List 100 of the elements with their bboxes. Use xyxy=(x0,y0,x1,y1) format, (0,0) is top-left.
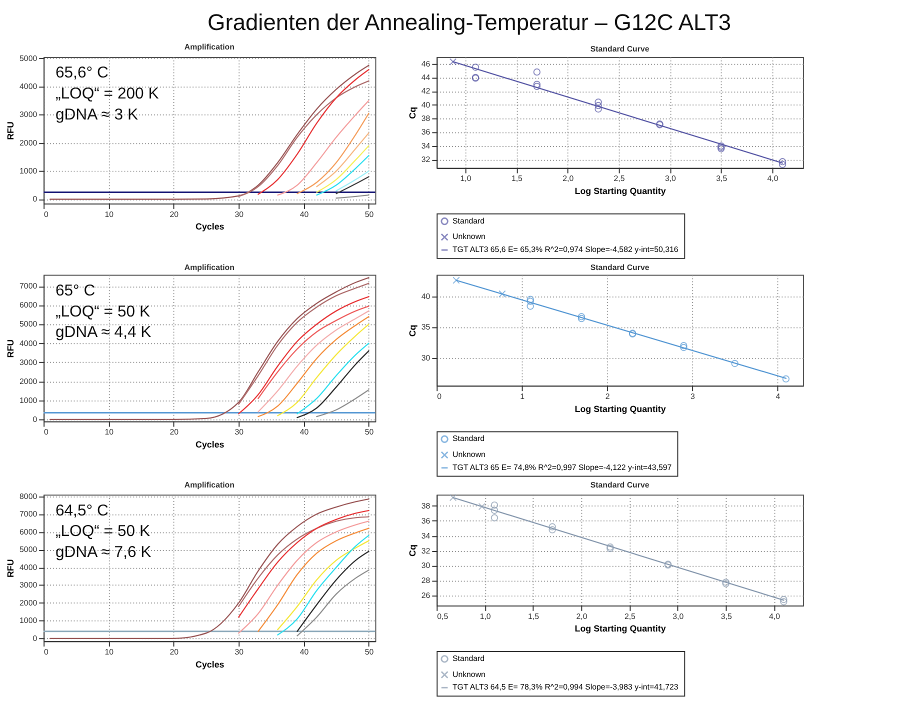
y-axis-title: Cq xyxy=(407,106,418,119)
y-tick-label: 4000 xyxy=(20,562,38,572)
chart-title: Standard Curve xyxy=(590,262,650,272)
x-tick-label: 3,5 xyxy=(716,174,728,184)
x-tick-label: 40 xyxy=(300,210,310,219)
x-tick-label: 2,0 xyxy=(576,612,588,621)
y-tick-label: 44 xyxy=(421,72,431,82)
x-tick-label: 3,0 xyxy=(664,174,677,184)
x-axis-title: Cycles xyxy=(196,222,224,232)
annotation: „LOQ“ = 200 K xyxy=(55,86,160,103)
x-tick-label: 1,0 xyxy=(480,612,492,621)
annotation: „LOQ“ = 50 K xyxy=(55,523,150,540)
y-tick-label: 2000 xyxy=(20,598,38,608)
x-axis-title: Cycles xyxy=(196,440,224,450)
x-tick-label: 1,5 xyxy=(511,174,524,184)
annotation: „LOQ“ = 50 K xyxy=(55,303,150,320)
y-tick-label: 35 xyxy=(421,322,431,332)
y-tick-label: 3000 xyxy=(20,358,38,367)
x-tick-label: 30 xyxy=(234,210,244,219)
x-axis-title: Log Starting Quantity xyxy=(574,624,666,634)
annotation: gDNA ≈ 4,4 K xyxy=(55,324,152,342)
x-axis-title: Log Starting Quantity xyxy=(574,404,666,414)
y-tick-label: 2000 xyxy=(20,376,38,386)
y-tick-label: 5000 xyxy=(20,545,38,554)
y-axis-title: RFU xyxy=(6,559,16,578)
y-axis-title: Cq xyxy=(407,324,418,337)
y-tick-label: 40 xyxy=(421,292,431,301)
y-tick-label: 28 xyxy=(421,576,431,586)
x-tick-label: 20 xyxy=(170,428,180,437)
y-tick-label: 4000 xyxy=(20,82,38,92)
y-axis-title: RFU xyxy=(6,122,16,140)
x-tick-label: 4,0 xyxy=(769,612,781,621)
chart-title: Amplification xyxy=(184,480,235,490)
y-tick-label: 4000 xyxy=(20,338,38,348)
x-tick-label: 0 xyxy=(44,647,50,656)
y-tick-label: 3000 xyxy=(20,110,38,120)
legend-label: TGT ALT3 65,6 E= 65,3% R^2=0,974 Slope=-4,582 y-int=50,316 xyxy=(452,245,679,254)
x-axis-title: Cycles xyxy=(196,659,224,670)
y-tick-label: 46 xyxy=(421,59,431,68)
x-tick-label: 50 xyxy=(364,428,374,437)
legend-label: TGT ALT3 65 E= 74,8% R^2=0,997 Slope=-4,122 y-int=43,597 xyxy=(452,462,672,472)
x-tick-label: 2 xyxy=(605,392,610,402)
x-tick-label: 0 xyxy=(44,428,50,437)
y-tick-label: 38 xyxy=(421,114,431,124)
chart-title: Standard Curve xyxy=(590,480,650,490)
y-tick-label: 34 xyxy=(421,141,431,150)
x-tick-label: 2,5 xyxy=(614,174,626,184)
y-tick-label: 0 xyxy=(32,194,38,204)
y-tick-label: 38 xyxy=(421,501,431,510)
y-tick-label: 26 xyxy=(421,591,431,600)
legend-label: TGT ALT3 64,5 E= 78,3% R^2=0,994 Slope=-3,983 y-int=41,723 xyxy=(452,682,679,692)
y-tick-label: 32 xyxy=(421,546,430,556)
x-tick-label: 2,5 xyxy=(624,612,636,621)
y-tick-label: 0 xyxy=(32,414,38,424)
y-tick-label: 5000 xyxy=(20,54,38,63)
legend-label: Standard xyxy=(452,654,485,663)
x-tick-label: 3 xyxy=(690,392,696,402)
annotation: gDNA ≈ 7,6 K xyxy=(55,544,152,561)
y-tick-label: 3000 xyxy=(20,580,38,590)
y-tick-label: 36 xyxy=(421,128,431,137)
legend-label: Unknown xyxy=(452,450,486,459)
x-tick-label: 1,0 xyxy=(460,174,472,184)
chart-title: Amplification xyxy=(184,262,235,272)
x-tick-label: 10 xyxy=(104,428,114,437)
y-tick-label: 8000 xyxy=(20,492,38,501)
y-tick-label: 32 xyxy=(421,155,430,164)
x-tick-label: 3,5 xyxy=(720,612,732,621)
annotation: gDNA ≈ 3 K xyxy=(55,106,138,124)
y-tick-label: 0 xyxy=(32,634,38,643)
x-tick-label: 4 xyxy=(776,392,781,402)
y-tick-label: 42 xyxy=(421,86,430,96)
x-tick-label: 20 xyxy=(170,647,180,656)
x-tick-label: 40 xyxy=(300,428,310,437)
x-tick-label: 1 xyxy=(520,392,526,402)
x-tick-label: 2,0 xyxy=(562,174,574,184)
x-tick-label: 10 xyxy=(104,210,114,219)
y-tick-label: 5000 xyxy=(20,320,38,329)
y-tick-label: 6000 xyxy=(20,527,38,536)
chart-title: Amplification xyxy=(184,42,235,52)
legend-label: Unknown xyxy=(452,232,486,242)
annotation: 64,5° C xyxy=(55,502,108,520)
y-tick-label: 30 xyxy=(421,561,431,570)
annotation: 65,6° C xyxy=(55,64,108,82)
y-tick-label: 7000 xyxy=(20,282,38,291)
text: Gradienten der Annealing-Temperatur – G12C ALT3 xyxy=(208,9,732,36)
x-tick-label: 1,5 xyxy=(528,612,540,621)
x-tick-label: 50 xyxy=(364,647,374,656)
x-tick-label: 30 xyxy=(234,647,244,656)
x-tick-label: 4,0 xyxy=(767,174,779,184)
chart-title: Standard Curve xyxy=(590,44,650,54)
x-tick-label: 20 xyxy=(170,210,180,219)
y-tick-label: 40 xyxy=(421,100,431,110)
x-tick-label: 30 xyxy=(234,428,244,437)
y-tick-label: 36 xyxy=(421,516,431,526)
legend-label: Standard xyxy=(452,434,485,444)
y-axis-title: Cq xyxy=(407,544,418,556)
legend-label: Standard xyxy=(452,216,485,226)
y-tick-label: 6000 xyxy=(20,300,38,310)
x-tick-label: 40 xyxy=(300,647,310,656)
y-tick-label: 7000 xyxy=(20,510,38,519)
